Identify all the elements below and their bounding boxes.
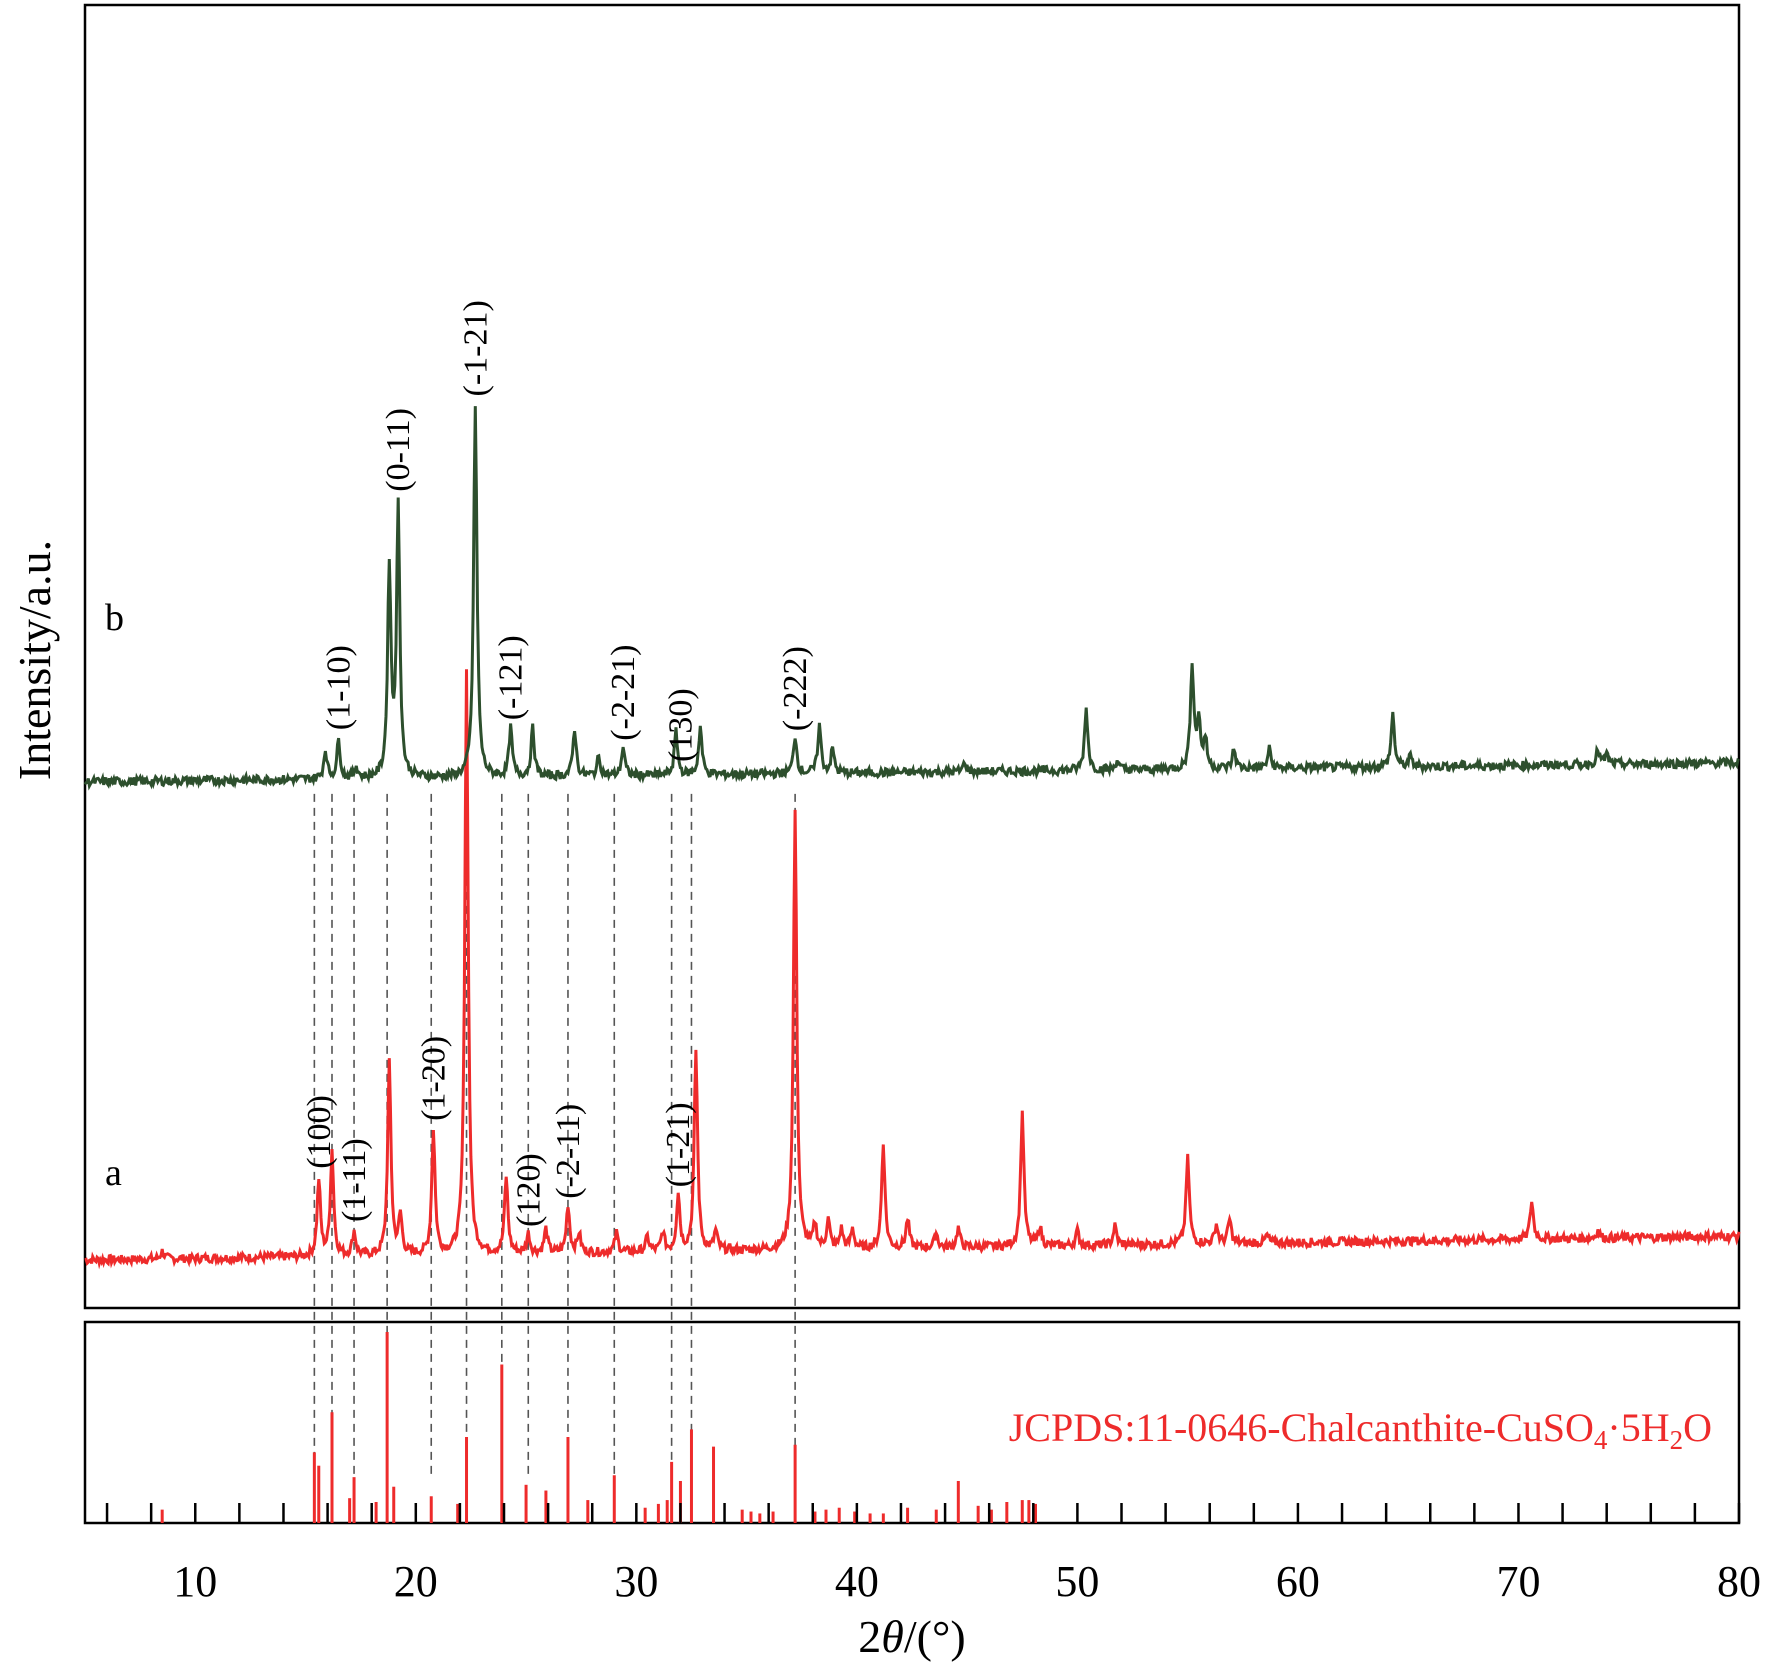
jcpds-label-part-3: O [1683,1405,1712,1450]
x-tick-label-70: 70 [1496,1557,1540,1606]
series-b-label: b [105,597,124,639]
x-tick-label-30: 30 [614,1557,658,1606]
jcpds-reference-label: JCPDS:11-0646-Chalcanthite-CuSO4·5H2O [1009,1405,1712,1455]
hkl-label-a-5: (1-21) [660,1102,697,1187]
hkl-label-b-0: (1-10) [321,645,358,730]
hkl-annotations: (100)(1-11) (1-20) (120) (-2-11) (1-21) (1-10… [301,300,814,1227]
series-b-line [83,406,1740,791]
hkl-label-a-3: (120) [510,1153,547,1227]
hkl-label-b-3: (-121) [493,635,530,720]
jcpds-label-part-1: JCPDS:11-0646-Chalcanthite-CuSO [1009,1405,1594,1450]
hkl-label-b-2: (-1-21) [457,300,494,396]
hkl-label-a-0: (100) [301,1095,338,1169]
hkl-label-b-4: (-2-21) [605,645,642,741]
jcpds-label-part-2: ·5H [1607,1405,1669,1450]
x-tick-label-10: 10 [173,1557,217,1606]
x-tick-label-50: 50 [1055,1557,1099,1606]
y-axis-title: Intensity/a.u. [9,540,60,780]
jcpds-label-sub-2: 2 [1670,1425,1684,1455]
x-axis-title-part-0: 2 [858,1611,881,1662]
hkl-label-a-2: (1-20) [415,1036,452,1121]
x-axis-title-part-1: θ [881,1611,904,1662]
bottom-panel-frame [83,1320,1741,1525]
hkl-label-b-1: (0-11) [380,408,417,492]
top-panel-frame [83,3,1741,1310]
x-tick-label-60: 60 [1276,1557,1320,1606]
hkl-label-b-6: (-222) [777,646,814,731]
jcpds-reference-bars [160,1332,1037,1523]
hkl-label-a-1: (1-11) [336,1138,373,1222]
x-tick-label-40: 40 [835,1557,879,1606]
x-tick-label-20: 20 [394,1557,438,1606]
hkl-label-b-5: (130) [662,688,699,762]
series-a-line [84,669,1741,1270]
jcpds-label-sub-4: 4 [1594,1425,1608,1455]
x-axis-title-part-2: /(°) [904,1611,966,1662]
hkl-label-a-4: (-2-11) [550,1104,587,1199]
x-axis-title: 2θ/(°) [858,1611,965,1662]
x-tick-label-80: 80 [1717,1557,1761,1606]
x-axis: 10 20 30 40 50 60 70 80 [105,1503,1761,1606]
series-a-label: a [105,1152,122,1194]
